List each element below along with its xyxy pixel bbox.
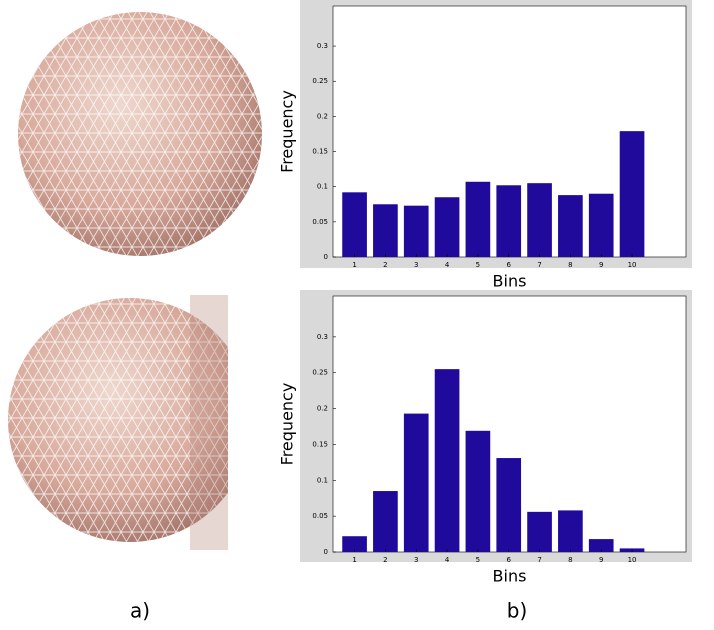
caption: a) [130,599,150,623]
y-tick-label: 0.05 [312,512,328,520]
y-tick-label: 0.25 [312,77,328,85]
x-tick-label: 3 [414,556,418,564]
y-tick-label: 0.1 [317,476,328,484]
bar [373,491,398,552]
bar [403,413,429,552]
x-tick-label: 7 [537,556,541,564]
y-tick-label: 0 [324,548,328,556]
y-tick-label: 0.05 [312,218,328,226]
sphere-cut [8,295,228,550]
bar [342,192,367,257]
y-tick-label: 0.3 [317,333,328,341]
y-axis-label: Frequency [278,90,297,173]
x-tick-label: 2 [383,261,387,269]
sphere-full [18,12,262,256]
bar [373,204,398,257]
x-tick-label: 9 [599,556,603,564]
x-tick-label: 8 [568,261,572,269]
bar [403,205,429,257]
bar [496,185,522,257]
y-tick-label: 0.3 [317,42,328,50]
y-tick-label: 0.15 [312,148,328,156]
bar [434,197,460,257]
x-tick-label: 1 [352,261,356,269]
bar [527,511,552,552]
bar [496,458,522,552]
caption: b) [507,599,528,623]
x-tick-label: 10 [628,556,637,564]
y-tick-label: 0.2 [317,112,328,120]
y-tick-label: 0.2 [317,405,328,413]
x-tick-label: 4 [445,556,450,564]
y-axis-label: Frequency [278,383,297,466]
bar [619,131,645,257]
bar [527,183,552,257]
y-tick-label: 0.1 [317,183,328,191]
x-axis-label: Bins [493,567,527,586]
x-tick-label: 5 [476,261,480,269]
x-tick-label: 9 [599,261,603,269]
bar [465,430,491,552]
x-tick-label: 4 [445,261,450,269]
x-tick-label: 1 [352,556,356,564]
y-tick-label: 0.15 [312,440,328,448]
x-tick-label: 3 [414,261,418,269]
bar [558,510,583,552]
bar [588,539,614,552]
x-tick-label: 7 [537,261,541,269]
x-tick-label: 8 [568,556,572,564]
bar [465,181,491,257]
y-tick-label: 0.25 [312,369,328,377]
bar [342,536,367,552]
bar [558,195,583,257]
x-tick-label: 6 [506,261,511,269]
x-tick-label: 10 [628,261,637,269]
x-tick-label: 2 [383,556,387,564]
bar [434,369,460,552]
bar [588,193,614,257]
y-tick-label: 0 [324,253,328,261]
x-tick-label: 5 [476,556,480,564]
x-tick-label: 6 [506,556,511,564]
x-axis-label: Bins [493,272,527,291]
